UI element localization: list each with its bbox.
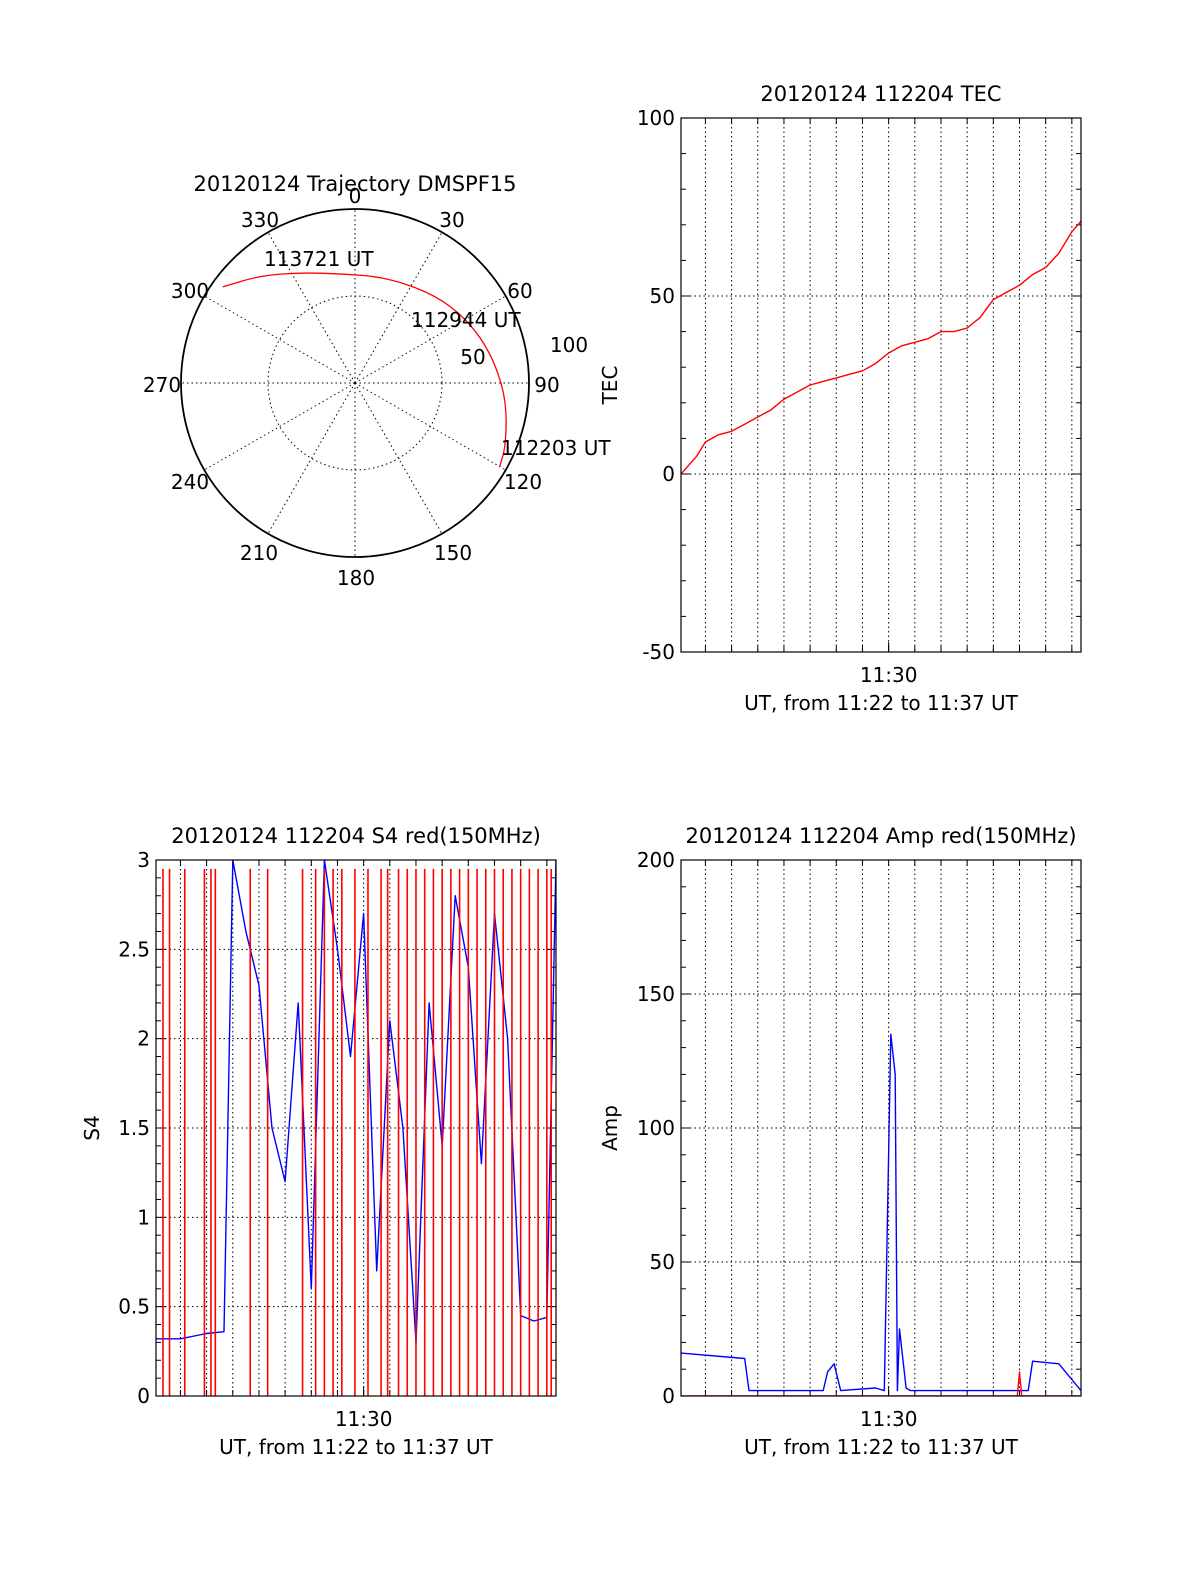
y-axis-label: S4 [80, 1115, 104, 1140]
x-axis-label: UT, from 11:22 to 11:37 UT [744, 691, 1019, 715]
polar-annotation: 112203 UT [501, 436, 611, 460]
polar-angle-label: 270 [143, 373, 181, 397]
y-tick-label: 2 [137, 1027, 150, 1051]
y-tick-label: 0.5 [118, 1295, 150, 1319]
polar-spoke [267, 382, 356, 534]
y-tick-label: 1.5 [118, 1116, 150, 1140]
chart-panel-3: 20120124 112204 Amp red(150MHz) 0 50 100 150… [598, 824, 1082, 1459]
x-axis-label: UT, from 11:22 to 11:37 UT [744, 1435, 1019, 1459]
polar-radial-label: 50 [460, 345, 485, 369]
y-tick-label: 0 [662, 462, 675, 486]
polar-angle-label: 300 [171, 279, 209, 303]
polar-angle-label: 330 [241, 208, 279, 232]
series-group [156, 860, 556, 1396]
x-tick-label: 11:30 [335, 1407, 393, 1431]
polar-angle-label: 120 [504, 470, 542, 494]
chart-panel-1: 20120124 112204 TEC -50 0 50 100 11:30 UT, fro… [598, 82, 1082, 715]
polar-angle-label: 90 [534, 373, 559, 397]
y-tick-label: 100 [637, 1116, 675, 1140]
plot-frame [680, 117, 1082, 653]
polar-angle-label: 60 [507, 279, 532, 303]
polar-annotation: 112944 UT [411, 308, 521, 332]
y-tick-label: 100 [637, 106, 675, 130]
y-tick-label: 0 [137, 1384, 150, 1408]
chart-title: 20120124 112204 S4 red(150MHz) [171, 824, 541, 848]
y-tick-label: 3 [137, 848, 150, 872]
y-tick-label: -50 [642, 640, 675, 664]
series-line [681, 220, 1081, 475]
x-tick-label: 11:30 [860, 1407, 918, 1431]
y-tick-label: 2.5 [118, 937, 150, 961]
polar-angle-label: 150 [434, 541, 472, 565]
y-tick-label: 200 [637, 848, 675, 872]
polar-spoke [204, 295, 356, 384]
polar-spoke [204, 382, 356, 471]
polar-angle-label: 240 [171, 470, 209, 494]
y-tick-label: 1 [137, 1205, 150, 1229]
series-line [681, 1033, 1081, 1392]
plot-frame [155, 859, 557, 1397]
polar-frame [180, 208, 530, 558]
polar-angle-label: 210 [240, 541, 278, 565]
polar-annotation: 113721 UT [264, 247, 374, 271]
polar-trajectory-line [222, 272, 507, 467]
polar-angle-label: 30 [439, 208, 464, 232]
polar-radial-label: 100 [550, 333, 588, 357]
y-tick-label: 0 [662, 1384, 675, 1408]
y-tick-label: 50 [650, 284, 675, 308]
polar-spoke [267, 232, 356, 384]
polar-title: 20120124 Trajectory DMSPF15 [193, 172, 516, 196]
chart-title: 20120124 112204 Amp red(150MHz) [685, 824, 1076, 848]
polar-angle-label: 0 [349, 184, 362, 208]
chart-title: 20120124 112204 TEC [760, 82, 1001, 106]
y-tick-label: 150 [637, 982, 675, 1006]
polar-grid-circle [267, 295, 443, 471]
series-line [681, 1371, 1081, 1396]
chart-panel-2: 20120124 112204 S4 red(150MHz) 0 0.5 1 1.5 2 2… [80, 824, 557, 1459]
y-axis-label: TEC [598, 366, 622, 406]
series-group [681, 1033, 1081, 1396]
x-tick-label: 11:30 [860, 663, 918, 687]
plot-frame [680, 859, 1082, 1397]
y-axis-label: Amp [598, 1105, 622, 1151]
series-line [156, 860, 556, 1344]
x-axis-label: UT, from 11:22 to 11:37 UT [219, 1435, 494, 1459]
y-tick-label: 50 [650, 1250, 675, 1274]
polar-angle-label: 180 [337, 566, 375, 590]
series-group [681, 220, 1081, 475]
